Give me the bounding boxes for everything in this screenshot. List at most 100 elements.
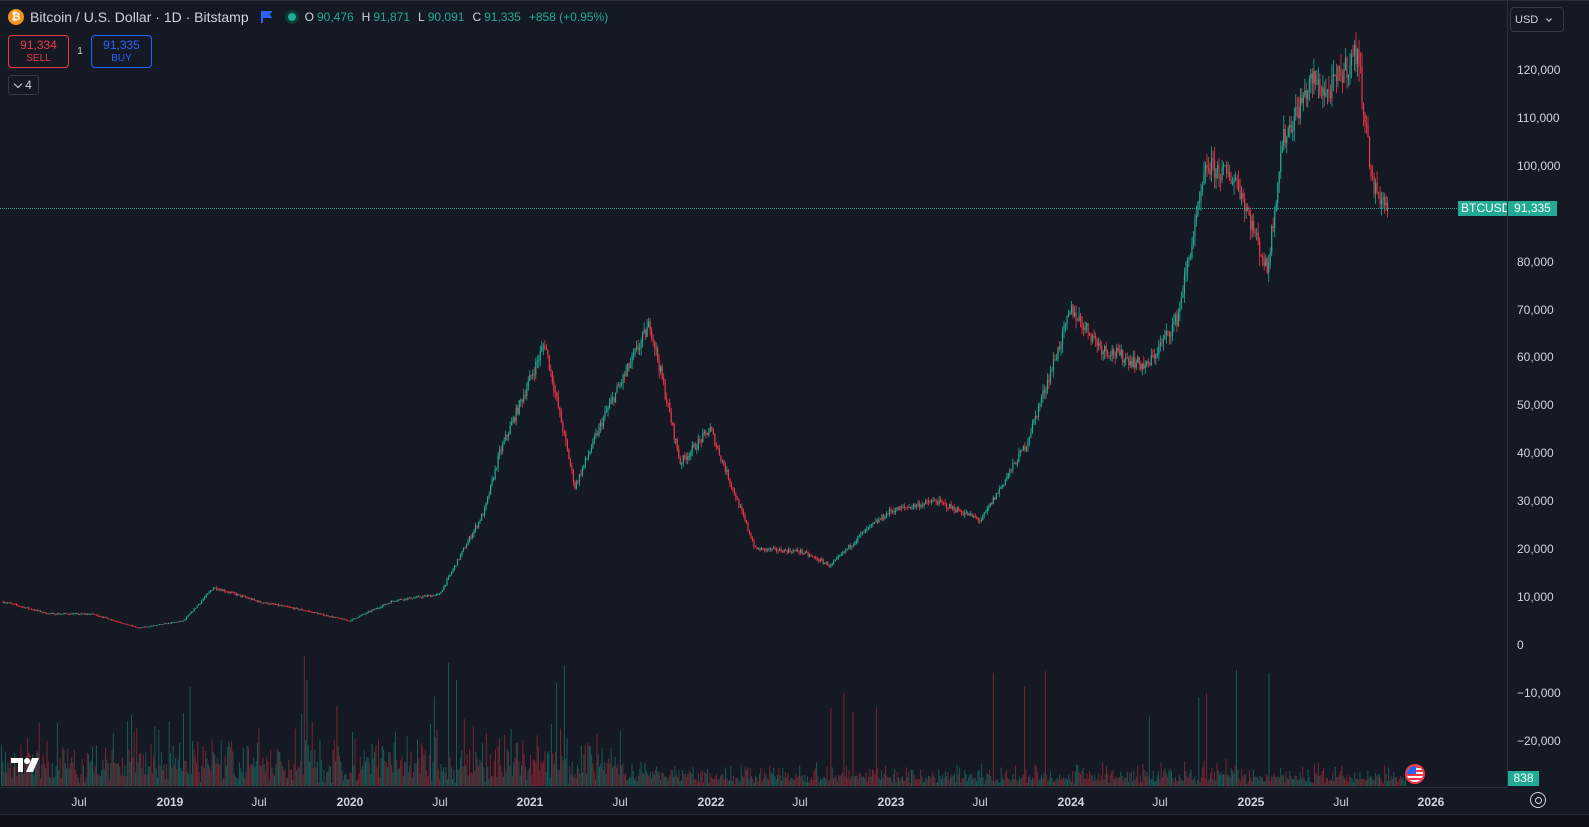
candle-body xyxy=(288,606,290,608)
volume-bar xyxy=(1076,764,1078,786)
volume-bar xyxy=(1005,770,1007,786)
time-axis-label: 2019 xyxy=(156,795,184,809)
candle-body xyxy=(73,613,75,615)
candle-body xyxy=(1286,136,1288,144)
volume-bar xyxy=(545,771,547,786)
indicators-toggle-button[interactable]: 4 xyxy=(8,75,39,95)
volume-bar xyxy=(495,749,496,786)
volume-bar xyxy=(1403,781,1405,786)
candle-body xyxy=(1010,469,1012,471)
volume-bar xyxy=(914,779,916,786)
candle-body xyxy=(651,330,653,338)
volume-bar xyxy=(865,772,867,786)
volume-bar xyxy=(358,773,360,786)
volume-bar xyxy=(322,781,324,786)
candle-body xyxy=(494,468,496,480)
price-chart[interactable] xyxy=(0,1,1507,787)
market-status-icon[interactable] xyxy=(284,10,299,24)
candle-body xyxy=(175,621,177,623)
candle-body xyxy=(760,547,763,551)
volume-bar xyxy=(599,766,600,786)
candle-body xyxy=(941,500,943,503)
sell-button[interactable]: 91,334 SELL xyxy=(8,35,69,68)
flag-icon[interactable] xyxy=(260,11,273,23)
candle-body xyxy=(476,525,478,528)
currency-select[interactable]: USD xyxy=(1510,7,1564,32)
candle-body xyxy=(736,499,739,500)
volume-bar xyxy=(561,756,563,786)
volume-bar xyxy=(1239,780,1241,786)
candle-body xyxy=(860,533,862,536)
volume-bar xyxy=(1290,776,1292,786)
volume-bar xyxy=(623,774,625,786)
volume-bar xyxy=(1298,779,1300,786)
candle-body xyxy=(521,400,523,402)
time-axis[interactable]: Jul 2019 Jul 2020 Jul 2021 Jul 2022 Jul 2023 Jul 20… xyxy=(0,787,1507,814)
candle-body xyxy=(1159,342,1161,346)
volume-bar xyxy=(50,778,52,786)
candle-body xyxy=(1238,179,1240,191)
candle-body xyxy=(545,347,547,350)
volume-bar xyxy=(1133,771,1135,786)
candle-body xyxy=(235,593,237,596)
volume-bar xyxy=(471,773,473,786)
volume-bar xyxy=(1070,781,1072,786)
close-value: 91,335 xyxy=(484,10,521,24)
volume-bar xyxy=(268,780,270,786)
volume-bar xyxy=(751,776,753,786)
volume-bar xyxy=(1190,769,1192,786)
volume-bar xyxy=(305,740,307,786)
candle-body xyxy=(842,551,844,555)
candle-body xyxy=(765,548,767,551)
volume-bar xyxy=(612,767,613,786)
volume-bar xyxy=(1342,775,1344,786)
volume-bar xyxy=(42,755,44,786)
volume-bar xyxy=(276,747,278,786)
candle-body xyxy=(661,366,663,379)
volume-bar xyxy=(810,777,812,786)
candle-body xyxy=(1239,190,1241,199)
candle-body xyxy=(503,440,505,444)
settings-icon[interactable] xyxy=(1530,792,1546,808)
symbol-title[interactable]: Bitcoin / U.S. Dollar · 1D · Bitstamp xyxy=(30,9,249,25)
candle-body xyxy=(1209,169,1211,175)
candle-body xyxy=(94,614,96,616)
candle-body xyxy=(921,504,924,506)
candle-body xyxy=(1072,304,1074,317)
volume-bar xyxy=(679,781,681,786)
candle-body xyxy=(815,557,817,559)
volume-bar xyxy=(534,759,535,786)
buy-button[interactable]: 91,335 BUY xyxy=(91,35,152,68)
tradingview-logo-icon[interactable] xyxy=(10,756,44,774)
volume-bar xyxy=(1385,774,1387,786)
candle-body xyxy=(1198,200,1201,203)
volume-bar xyxy=(994,781,996,786)
volume-bar xyxy=(368,763,370,786)
candle-body xyxy=(1079,315,1082,322)
volume-bar xyxy=(1197,780,1198,786)
candle-body xyxy=(512,417,514,423)
candle-body xyxy=(190,611,192,614)
volume-bar xyxy=(1025,769,1027,786)
candle-body xyxy=(520,400,522,402)
volume-bar xyxy=(883,773,885,786)
volume-bar xyxy=(1080,774,1081,786)
us-flag-event-icon[interactable] xyxy=(1405,764,1425,784)
candle-body xyxy=(872,523,874,525)
candle-body xyxy=(280,605,283,607)
candle-body xyxy=(649,321,651,331)
candle-body xyxy=(484,508,486,516)
candle-body xyxy=(357,617,359,619)
candle-body xyxy=(1176,315,1178,326)
volume-bar xyxy=(456,680,457,786)
volume-bar xyxy=(258,728,260,786)
volume-bar xyxy=(1315,772,1317,786)
volume-bar xyxy=(56,723,58,786)
high-key: H xyxy=(361,10,371,24)
volume-bar xyxy=(601,747,603,786)
volume-bar xyxy=(657,771,659,786)
candle-body xyxy=(834,559,836,562)
volume-bar xyxy=(1052,781,1054,786)
price-axis[interactable]: 120,000 110,000 100,000 80,000 70,000 60,000 5… xyxy=(1507,1,1589,787)
volume-bar xyxy=(487,766,489,786)
